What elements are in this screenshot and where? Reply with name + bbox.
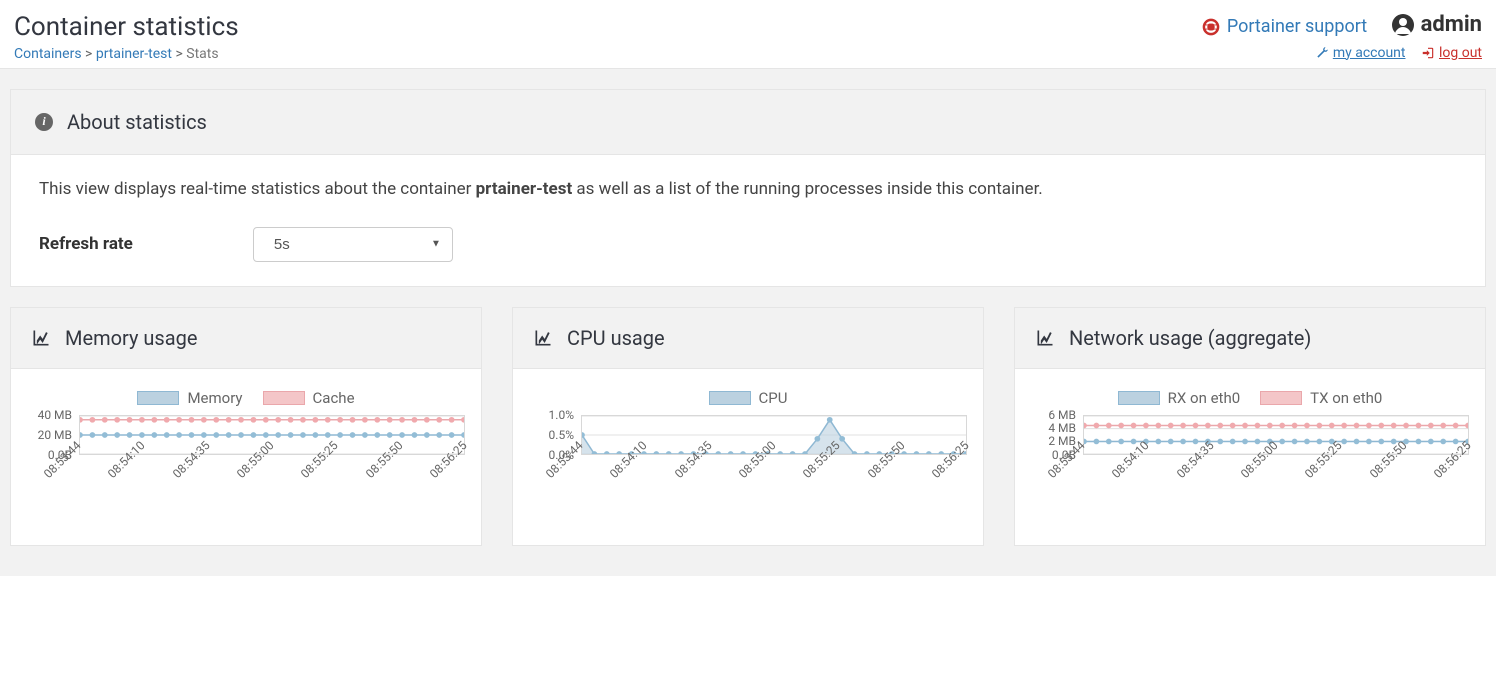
legend-item: TX on eth0 (1260, 389, 1382, 407)
wrench-icon (1315, 46, 1329, 60)
network-chart: 6 MB4 MB2 MB0.0B08:53:4408:54:1008:54:35… (1025, 415, 1475, 535)
cpu-chart: 1.0%0.5%0.0%08:53:4408:54:1008:54:3508:5… (523, 415, 973, 535)
legend-item: CPU (709, 389, 788, 407)
chart-icon (31, 328, 51, 348)
breadcrumb: Containers > prtainer-test > Stats (14, 46, 239, 62)
about-heading: About statistics (67, 110, 207, 134)
breadcrumb-item[interactable]: prtainer-test (96, 46, 172, 62)
legend-item: RX on eth0 (1118, 389, 1240, 407)
memory-chart-panel: Memory usage Memory Cache 40 MB20 MB0.0B0… (10, 307, 482, 546)
network-legend: RX on eth0 TX on eth0 (1025, 389, 1475, 407)
breadcrumb-containers[interactable]: Containers (14, 46, 82, 62)
cpu-legend: CPU (523, 389, 973, 407)
logout-link[interactable]: log out (1421, 45, 1482, 61)
user-icon (1391, 13, 1415, 37)
refresh-rate-label: Refresh rate (39, 234, 133, 254)
my-account-link[interactable]: my account (1315, 45, 1406, 61)
info-icon: i (35, 113, 53, 131)
network-chart-panel: Network usage (aggregate) RX on eth0 TX o… (1014, 307, 1486, 546)
memory-legend: Memory Cache (21, 389, 471, 407)
chart-icon (533, 328, 553, 348)
chart-icon (1035, 328, 1055, 348)
about-text: This view displays real-time statistics … (39, 179, 1457, 199)
lifering-icon (1201, 17, 1221, 37)
legend-item: Memory (137, 389, 242, 407)
about-panel: i About statistics This view displays re… (10, 89, 1486, 287)
chart-title: Network usage (aggregate) (1069, 326, 1311, 350)
memory-chart: 40 MB20 MB0.0B08:53:4408:54:1008:54:3508… (21, 415, 471, 535)
cpu-chart-panel: CPU usage CPU 1.0%0.5%0.0%08:53:4408:54:… (512, 307, 984, 546)
refresh-rate-select[interactable]: 5s (253, 227, 453, 262)
chart-title: CPU usage (567, 326, 665, 350)
logout-icon (1421, 46, 1435, 60)
breadcrumb-current: Stats (186, 46, 218, 62)
user-block: admin (1391, 12, 1482, 37)
user-name: admin (1421, 12, 1482, 37)
page-title: Container statistics (14, 12, 239, 42)
chart-title: Memory usage (65, 326, 197, 350)
legend-item: Cache (263, 389, 355, 407)
support-link[interactable]: Portainer support (1201, 16, 1367, 37)
